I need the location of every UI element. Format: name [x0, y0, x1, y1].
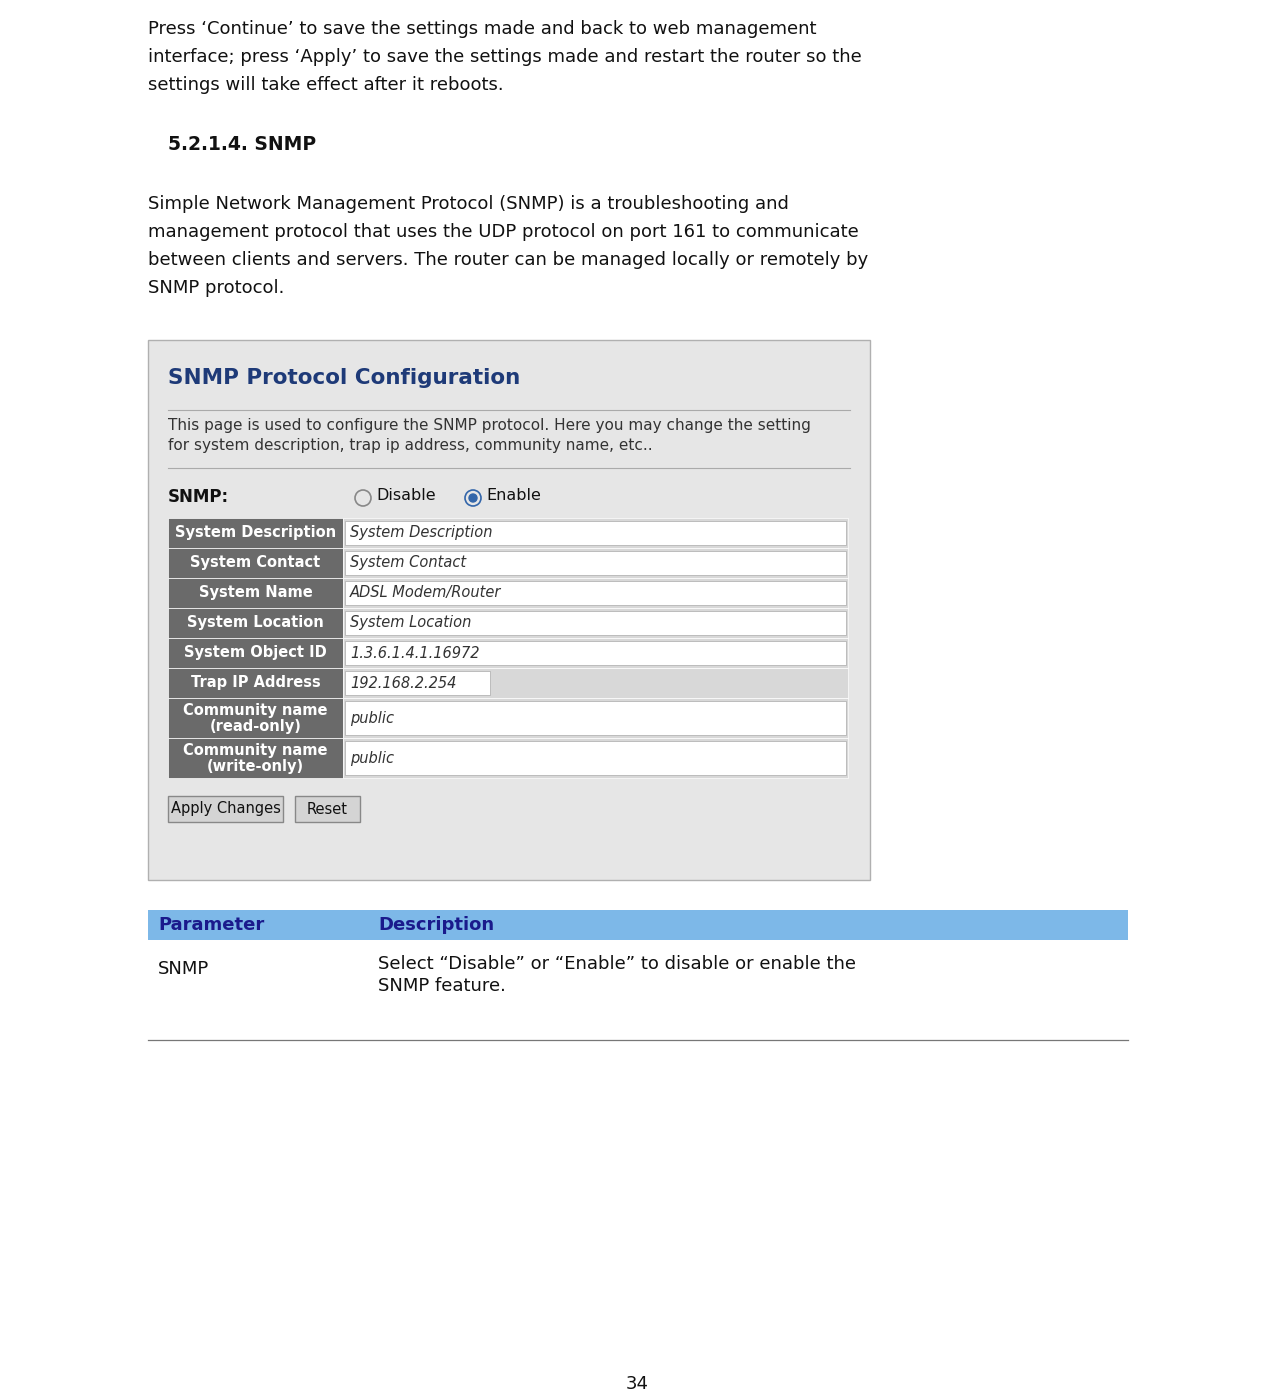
Bar — [168, 518, 343, 547]
Bar — [168, 638, 343, 668]
Bar — [168, 608, 343, 638]
Text: 34: 34 — [626, 1375, 649, 1393]
Bar — [343, 578, 848, 608]
Bar — [168, 699, 343, 738]
Text: Parameter: Parameter — [158, 916, 264, 934]
Text: SNMP feature.: SNMP feature. — [377, 977, 506, 995]
Bar — [346, 741, 847, 776]
Text: System Contact: System Contact — [190, 556, 320, 571]
Text: Trap IP Address: Trap IP Address — [191, 676, 320, 690]
Text: 5.2.1.4. SNMP: 5.2.1.4. SNMP — [168, 134, 316, 154]
Bar — [148, 939, 1128, 1005]
Bar — [168, 578, 343, 608]
Bar — [343, 547, 848, 578]
Text: Simple Network Management Protocol (SNMP) is a troubleshooting and: Simple Network Management Protocol (SNMP… — [148, 195, 789, 213]
Text: public: public — [351, 750, 394, 766]
Bar — [295, 797, 360, 822]
Text: Description: Description — [377, 916, 495, 934]
Text: management protocol that uses the UDP protocol on port 161 to communicate: management protocol that uses the UDP pr… — [148, 223, 859, 241]
Text: System Contact: System Contact — [351, 556, 467, 571]
Bar — [148, 340, 870, 881]
Bar — [346, 552, 847, 575]
Text: Select “Disable” or “Enable” to disable or enable the: Select “Disable” or “Enable” to disable … — [377, 955, 856, 973]
Text: Apply Changes: Apply Changes — [171, 801, 280, 816]
Text: Enable: Enable — [486, 489, 541, 503]
Bar — [343, 608, 848, 638]
Bar — [168, 668, 343, 699]
Bar — [148, 910, 1128, 939]
Text: settings will take effect after it reboots.: settings will take effect after it reboo… — [148, 76, 504, 94]
Text: System Name: System Name — [199, 585, 312, 601]
Text: SNMP Protocol Configuration: SNMP Protocol Configuration — [168, 368, 520, 388]
Bar — [343, 668, 848, 699]
Text: Community name: Community name — [184, 703, 328, 717]
Circle shape — [469, 494, 477, 503]
Text: Press ‘Continue’ to save the settings made and back to web management: Press ‘Continue’ to save the settings ma… — [148, 20, 816, 38]
Bar — [346, 671, 490, 694]
Text: Reset: Reset — [307, 801, 348, 816]
Text: between clients and servers. The router can be managed locally or remotely by: between clients and servers. The router … — [148, 251, 868, 269]
Bar — [343, 699, 848, 738]
Text: Community name: Community name — [184, 742, 328, 757]
Text: public: public — [351, 711, 394, 725]
Text: ADSL Modem/Router: ADSL Modem/Router — [351, 585, 501, 601]
Bar — [343, 638, 848, 668]
Bar — [168, 797, 283, 822]
Text: 1.3.6.1.4.1.16972: 1.3.6.1.4.1.16972 — [351, 645, 479, 661]
Text: for system description, trap ip address, community name, etc..: for system description, trap ip address,… — [168, 438, 653, 454]
Text: SNMP: SNMP — [158, 960, 209, 979]
Bar — [346, 701, 847, 735]
Text: This page is used to configure the SNMP protocol. Here you may change the settin: This page is used to configure the SNMP … — [168, 419, 811, 433]
Text: SNMP protocol.: SNMP protocol. — [148, 279, 284, 297]
Bar — [346, 521, 847, 545]
Text: 192.168.2.254: 192.168.2.254 — [351, 676, 456, 690]
Text: Disable: Disable — [376, 489, 436, 503]
Text: (read-only): (read-only) — [209, 720, 301, 735]
Text: System Object ID: System Object ID — [184, 645, 326, 661]
Bar — [346, 610, 847, 636]
Text: System Description: System Description — [351, 525, 492, 540]
Text: System Description: System Description — [175, 525, 337, 540]
Bar — [346, 641, 847, 665]
Bar — [343, 738, 848, 778]
Text: System Location: System Location — [187, 616, 324, 630]
Bar — [168, 738, 343, 778]
Bar — [346, 581, 847, 605]
Text: interface; press ‘Apply’ to save the settings made and restart the router so the: interface; press ‘Apply’ to save the set… — [148, 48, 862, 66]
Text: System Location: System Location — [351, 616, 472, 630]
Bar — [343, 518, 848, 547]
Text: SNMP:: SNMP: — [168, 489, 230, 505]
Text: (write-only): (write-only) — [207, 759, 303, 774]
Bar — [168, 547, 343, 578]
